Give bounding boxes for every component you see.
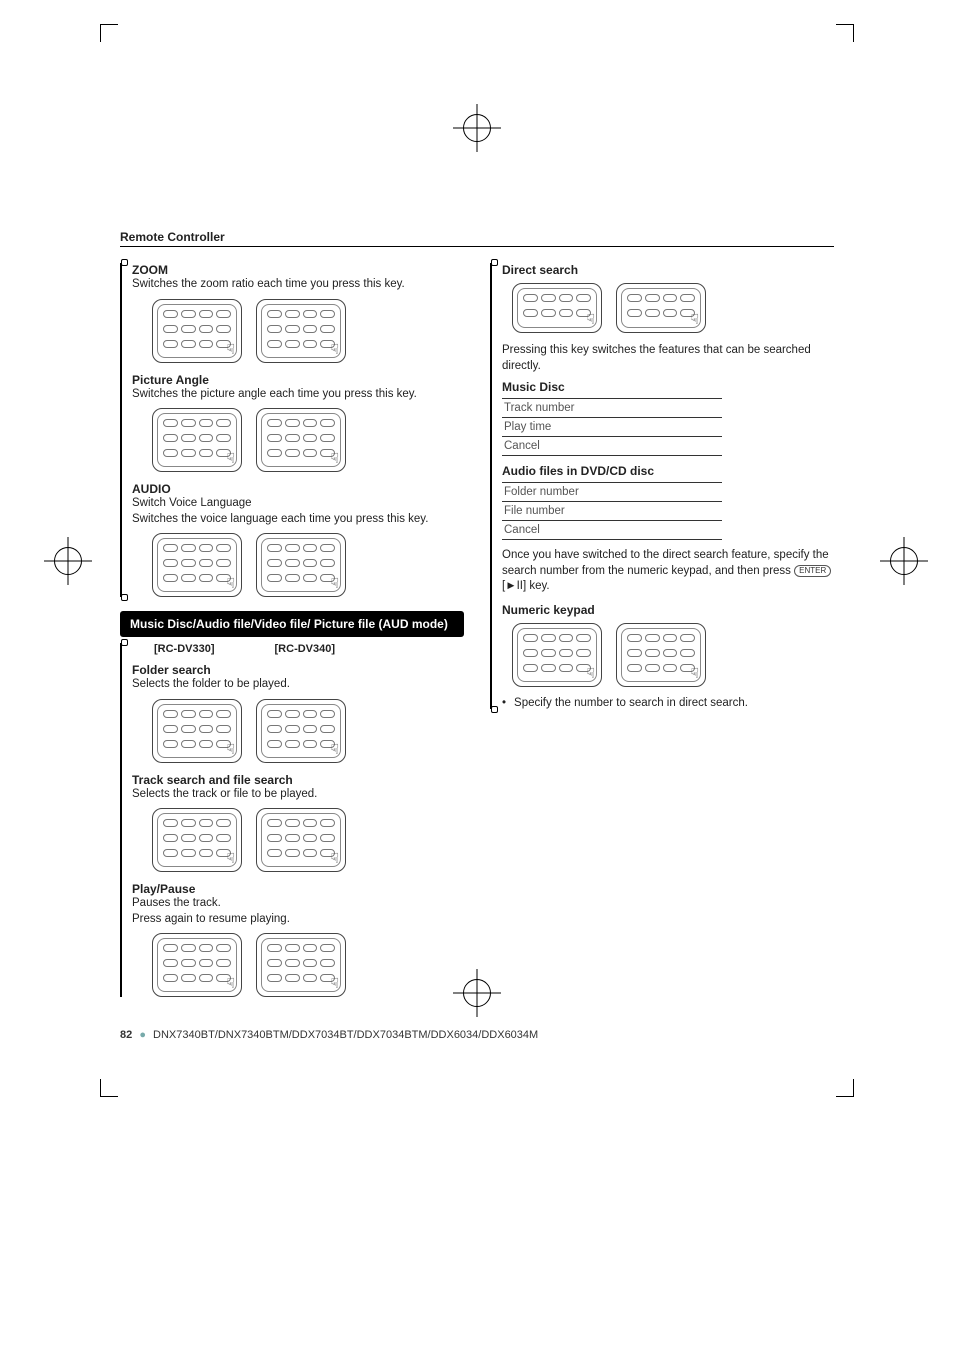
hand-pointer-icon: ☟ — [330, 341, 339, 358]
remote-illustration: ☟ — [152, 808, 242, 872]
model-a: [RC-DV330] — [154, 643, 215, 655]
remote-illustration: ☟ — [616, 283, 706, 333]
picture-angle-text: Switches the picture angle each time you… — [132, 387, 464, 403]
remote-illustration: ☟ — [256, 699, 346, 763]
hand-pointer-icon: ☟ — [330, 975, 339, 992]
registration-mark — [459, 975, 495, 1011]
crop-mark — [100, 1079, 118, 1097]
hand-pointer-icon: ☟ — [226, 850, 235, 867]
hand-pointer-icon: ☟ — [586, 311, 595, 328]
crop-mark — [100, 24, 118, 42]
hand-pointer-icon: ☟ — [226, 741, 235, 758]
remote-illustration: ☟ — [152, 408, 242, 472]
enter-key-icon: ENTER — [794, 565, 831, 577]
specify-text: Specify the number to search in direct s… — [514, 697, 748, 709]
rail-cap-icon — [121, 639, 128, 646]
left-railed-group: ZOOM Switches the zoom ratio each time y… — [120, 263, 464, 597]
remote-illustration: ☟ — [512, 623, 602, 687]
play-pause-l1: Pauses the track. — [132, 896, 464, 912]
table-row: Folder number — [502, 482, 722, 502]
remote-illustration-pair: ☟ ☟ — [152, 408, 464, 472]
once-switched-l1: Once you have switched to the direct sea… — [502, 549, 829, 577]
remote-illustration-pair: ☟ ☟ — [152, 699, 464, 763]
rail-cap-icon — [491, 259, 498, 266]
audio-files-table: Folder number File number Cancel — [502, 482, 722, 540]
picture-angle-title: Picture Angle — [132, 373, 464, 387]
zoom-title: ZOOM — [132, 263, 464, 277]
remote-illustration-pair: ☟ ☟ — [152, 299, 464, 363]
audio-title: AUDIO — [132, 482, 464, 496]
remote-illustration: ☟ — [616, 623, 706, 687]
hand-pointer-icon: ☟ — [226, 341, 235, 358]
remote-illustration: ☟ — [152, 933, 242, 997]
model-labels: [RC-DV330] [RC-DV340] — [154, 643, 464, 655]
play-pause-l2: Press again to resume playing. — [132, 912, 464, 928]
zoom-text: Switches the zoom ratio each time you pr… — [132, 277, 464, 293]
hand-pointer-icon: ☟ — [690, 311, 699, 328]
remote-illustration: ☟ — [256, 408, 346, 472]
mode-heading-band: Music Disc/Audio file/Video file/ Pictur… — [120, 611, 464, 637]
crop-mark — [836, 1079, 854, 1097]
remote-illustration: ☟ — [152, 699, 242, 763]
audio-text: Switches the voice language each time yo… — [132, 512, 464, 528]
remote-illustration-pair: ☟ ☟ — [152, 933, 464, 997]
hand-pointer-icon: ☟ — [330, 850, 339, 867]
registration-mark — [50, 543, 86, 579]
direct-search-text: Pressing this key switches the features … — [502, 343, 834, 374]
remote-illustration: ☟ — [512, 283, 602, 333]
registration-mark — [459, 110, 495, 146]
table-row: Play time — [502, 418, 722, 437]
hand-pointer-icon: ☟ — [226, 975, 235, 992]
bullet-icon: • — [502, 697, 506, 709]
once-switched-text: Once you have switched to the direct sea… — [502, 548, 834, 595]
direct-search-title: Direct search — [502, 263, 834, 277]
audio-sub: Switch Voice Language — [132, 496, 464, 512]
remote-illustration: ☟ — [256, 808, 346, 872]
right-railed-group: Direct search ☟ ☟ Pressing this key swit… — [490, 263, 834, 709]
hand-pointer-icon: ☟ — [330, 741, 339, 758]
folder-search-text: Selects the folder to be played. — [132, 677, 464, 693]
table-row: Cancel — [502, 437, 722, 456]
crop-mark — [836, 24, 854, 42]
hand-pointer-icon: ☟ — [690, 665, 699, 682]
rail-cap-icon — [121, 259, 128, 266]
rail-cap-icon — [121, 594, 128, 601]
page-number: 82 — [120, 1029, 132, 1041]
remote-illustration: ☟ — [256, 533, 346, 597]
specify-bullet: • Specify the number to search in direct… — [502, 697, 834, 709]
remote-illustration: ☟ — [256, 299, 346, 363]
hand-pointer-icon: ☟ — [330, 575, 339, 592]
hand-pointer-icon: ☟ — [226, 450, 235, 467]
remote-illustration-pair: ☟ ☟ — [152, 533, 464, 597]
rail-cap-icon — [491, 706, 498, 713]
table-row: File number — [502, 502, 722, 521]
remote-illustration: ☟ — [152, 533, 242, 597]
page-footer: 82 ● DNX7340BT/DNX7340BTM/DDX7034BT/DDX7… — [120, 1029, 834, 1041]
once-switched-l2: [►II] key. — [502, 580, 550, 592]
audio-files-heading: Audio files in DVD/CD disc — [502, 464, 834, 478]
footer-bullet-icon: ● — [139, 1029, 146, 1041]
section-header: Remote Controller — [120, 230, 834, 247]
registration-mark — [886, 543, 922, 579]
folder-search-title: Folder search — [132, 663, 464, 677]
remote-illustration-pair: ☟ ☟ — [512, 623, 834, 687]
remote-illustration: ☟ — [152, 299, 242, 363]
remote-illustration-pair: ☟ ☟ — [152, 808, 464, 872]
music-disc-heading: Music Disc — [502, 380, 834, 394]
left-railed-group-2: [RC-DV330] [RC-DV340] Folder search Sele… — [120, 643, 464, 997]
hand-pointer-icon: ☟ — [586, 665, 595, 682]
track-search-text: Selects the track or file to be played. — [132, 787, 464, 803]
music-disc-table: Track number Play time Cancel — [502, 398, 722, 456]
model-b: [RC-DV340] — [275, 643, 336, 655]
hand-pointer-icon: ☟ — [226, 575, 235, 592]
footer-models: DNX7340BT/DNX7340BTM/DDX7034BT/DDX7034BT… — [153, 1029, 538, 1041]
numeric-keypad-heading: Numeric keypad — [502, 603, 834, 617]
track-search-title: Track search and file search — [132, 773, 464, 787]
remote-illustration-pair: ☟ ☟ — [512, 283, 834, 333]
remote-illustration: ☟ — [256, 933, 346, 997]
table-row: Track number — [502, 398, 722, 418]
table-row: Cancel — [502, 521, 722, 540]
hand-pointer-icon: ☟ — [330, 450, 339, 467]
play-pause-title: Play/Pause — [132, 882, 464, 896]
